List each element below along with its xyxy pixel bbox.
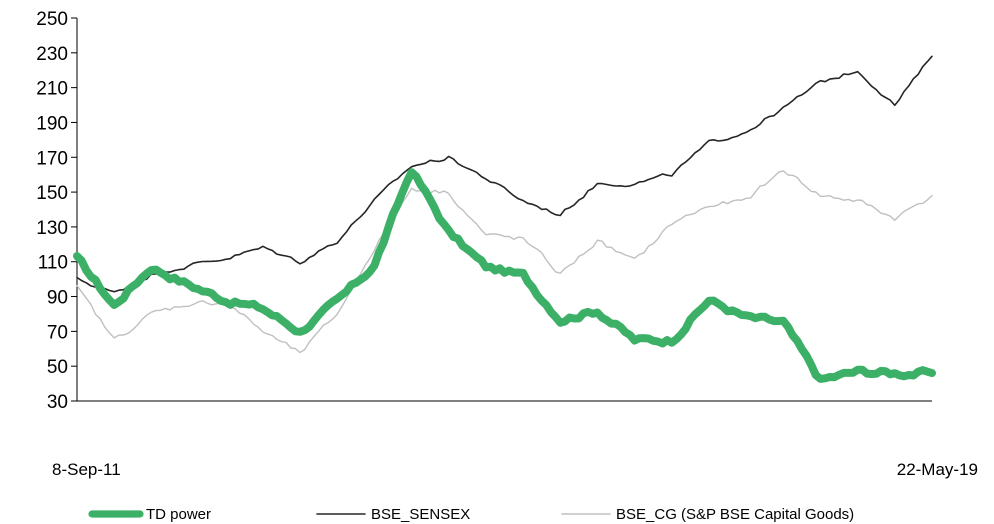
y-tick-label: 110 (38, 253, 68, 274)
y-tick-label: 210 (36, 79, 68, 100)
x-end-label: 22-May-19 (897, 460, 978, 479)
y-tick-label: 170 (36, 148, 68, 169)
y-tick-label: 190 (36, 113, 68, 134)
y-tick-label: 50 (47, 357, 68, 378)
series-lines (73, 55, 936, 383)
series-line (73, 168, 936, 383)
legend: TD power BSE_SENSEX BSE_CG (S&P BSE Capita… (88, 506, 854, 523)
y-tick-label: 230 (36, 44, 68, 65)
y-tick-label: 90 (47, 288, 68, 309)
x-axis: 8-Sep-11 22-May-19 (52, 400, 978, 479)
y-tick-label: 150 (36, 183, 68, 204)
y-ticks: 30 50 70 90 110 130 150 170 190 210 230 250 (36, 9, 77, 413)
x-start-label: 8-Sep-11 (52, 460, 121, 479)
legend-label: TD power (146, 506, 211, 523)
legend-label: BSE_CG (S&P BSE Capital Goods) (616, 506, 854, 523)
y-tick-label: 130 (36, 218, 68, 239)
y-tick-label: 250 (36, 9, 68, 30)
series-line (76, 55, 933, 293)
y-tick-label: 70 (47, 322, 68, 343)
y-tick-label: 30 (47, 392, 68, 413)
legend-label: BSE_SENSEX (371, 506, 470, 523)
y-axis: 30 50 70 90 110 130 150 170 190 210 230 250 (36, 9, 78, 413)
